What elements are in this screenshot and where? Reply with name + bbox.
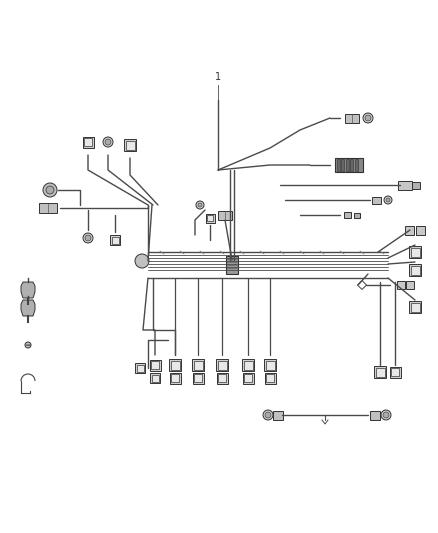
Circle shape — [386, 198, 390, 202]
Bar — [273, 410, 283, 419]
Polygon shape — [21, 282, 35, 298]
Bar — [192, 359, 204, 371]
Bar — [244, 360, 252, 369]
Bar — [205, 214, 215, 222]
Circle shape — [135, 254, 149, 268]
Circle shape — [363, 113, 373, 123]
Bar — [374, 366, 386, 378]
Bar — [416, 225, 425, 235]
Bar — [354, 159, 357, 171]
Bar — [398, 181, 412, 190]
Bar — [335, 158, 363, 172]
Circle shape — [103, 137, 113, 147]
Bar — [149, 359, 160, 370]
Polygon shape — [21, 300, 35, 316]
Bar — [171, 374, 179, 382]
Circle shape — [383, 412, 389, 418]
Bar — [112, 237, 119, 244]
Bar — [218, 211, 232, 220]
Bar — [265, 373, 276, 384]
Circle shape — [85, 235, 91, 241]
Bar — [265, 360, 275, 369]
Bar — [336, 159, 339, 171]
Bar — [124, 139, 136, 151]
Bar — [192, 373, 204, 384]
Bar — [406, 281, 413, 289]
Circle shape — [263, 410, 273, 420]
Bar — [110, 235, 120, 245]
Bar — [216, 359, 228, 371]
Bar — [410, 303, 420, 311]
Circle shape — [198, 203, 202, 207]
Bar — [135, 363, 145, 373]
Bar — [409, 301, 421, 313]
Bar — [412, 182, 420, 189]
Bar — [218, 360, 226, 369]
Bar — [371, 197, 381, 204]
Circle shape — [365, 115, 371, 121]
Circle shape — [196, 201, 204, 209]
Bar — [266, 374, 274, 382]
Bar — [354, 213, 360, 217]
Bar — [207, 215, 213, 221]
Bar — [343, 212, 350, 218]
Circle shape — [381, 410, 391, 420]
Bar — [350, 159, 353, 171]
Bar — [169, 359, 181, 371]
Bar — [409, 246, 421, 258]
Circle shape — [43, 183, 57, 197]
Circle shape — [105, 139, 111, 145]
Bar — [170, 360, 180, 369]
Bar — [243, 373, 254, 384]
Bar — [194, 360, 202, 369]
Bar — [389, 367, 400, 377]
Bar — [152, 375, 159, 382]
Bar — [194, 374, 202, 382]
Bar — [345, 114, 359, 123]
Circle shape — [83, 233, 93, 243]
Bar — [151, 361, 159, 369]
Bar — [410, 247, 420, 256]
Circle shape — [265, 412, 271, 418]
Bar — [150, 373, 160, 383]
Text: 1: 1 — [215, 72, 221, 82]
Bar — [226, 256, 238, 274]
Bar — [244, 374, 252, 382]
Bar — [370, 410, 380, 419]
Bar — [216, 373, 227, 384]
Bar — [218, 374, 226, 382]
Bar — [341, 159, 344, 171]
Bar — [84, 138, 92, 146]
Bar — [242, 359, 254, 371]
Circle shape — [46, 186, 54, 194]
Bar — [396, 281, 405, 289]
Bar — [375, 367, 385, 376]
Bar — [409, 264, 421, 276]
Bar — [82, 136, 93, 148]
Bar — [126, 141, 134, 149]
Bar — [137, 365, 144, 372]
Bar — [264, 359, 276, 371]
Circle shape — [384, 196, 392, 204]
Bar — [410, 265, 420, 274]
Circle shape — [25, 342, 31, 348]
Bar — [405, 225, 414, 235]
Bar — [170, 373, 180, 384]
Bar — [39, 203, 57, 213]
Bar — [391, 368, 399, 376]
Bar — [346, 159, 349, 171]
